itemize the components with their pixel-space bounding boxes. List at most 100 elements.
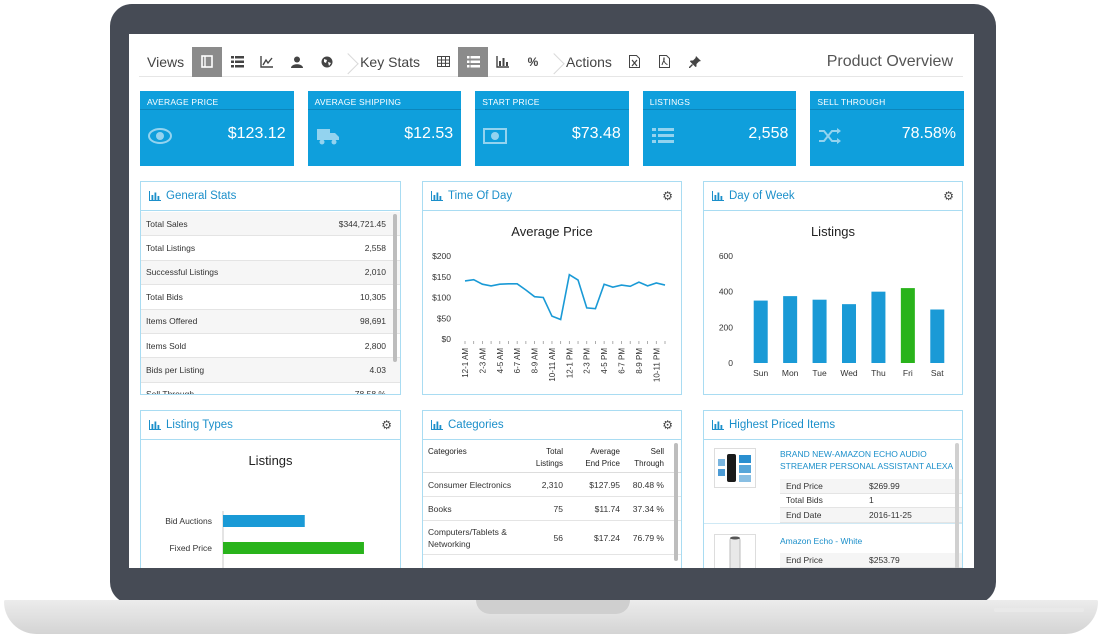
percent-button[interactable]: % bbox=[518, 47, 548, 77]
category-name: Books bbox=[428, 503, 452, 514]
export-excel-button[interactable] bbox=[620, 47, 650, 77]
kpi-value: 2,558 bbox=[748, 125, 789, 142]
line-chart-button[interactable] bbox=[252, 47, 282, 77]
panel-header: Listing Types ⚙ bbox=[141, 411, 400, 440]
categories-panel: Categories ⚙ Categories Total Listings Av… bbox=[422, 410, 682, 568]
kpi-divider bbox=[642, 109, 797, 110]
gear-icon[interactable]: ⚙ bbox=[943, 189, 954, 203]
average-end-price: $11.74 bbox=[594, 503, 620, 514]
toolbar: Views Key Stats % Actions bbox=[139, 46, 963, 77]
pin-button[interactable] bbox=[680, 47, 710, 77]
toolbar-separator bbox=[342, 47, 352, 77]
table-row[interactable]: Items Sold 2,800 bbox=[141, 334, 400, 359]
stat-value: 98,691 bbox=[360, 316, 386, 327]
detail-row: End Date 2016-11-25 bbox=[780, 508, 962, 523]
x-tick-label: Wed bbox=[840, 368, 858, 378]
table-row[interactable]: Items Offered 98,691 bbox=[141, 309, 400, 334]
gear-icon[interactable]: ⚙ bbox=[662, 189, 673, 203]
product-thumbnail[interactable] bbox=[714, 448, 756, 488]
detail-row: End Price $269.99 bbox=[780, 479, 962, 494]
globe-button[interactable] bbox=[312, 47, 342, 77]
product-thumbnail[interactable] bbox=[714, 534, 756, 568]
table-row[interactable]: Sell Through 78.58 % bbox=[141, 383, 400, 394]
stat-label: Total Listings bbox=[146, 243, 196, 254]
money-icon bbox=[483, 128, 508, 144]
bar-tue bbox=[812, 299, 827, 363]
table-row[interactable]: Successful Listings 2,010 bbox=[141, 260, 400, 286]
kpi-label: AVERAGE PRICE bbox=[147, 97, 219, 107]
x-tick-label: 8-9 AM bbox=[531, 348, 540, 374]
table-row[interactable]: Computers/Tablets & Networking 56 $17.24… bbox=[423, 521, 681, 555]
x-tick-label: 6-7 PM bbox=[618, 348, 627, 374]
total-listings: 75 bbox=[553, 503, 563, 514]
scrollbar[interactable] bbox=[955, 443, 959, 568]
panel-title: Time Of Day bbox=[448, 190, 513, 202]
sell-through: 76.79 % bbox=[632, 532, 664, 543]
table-row[interactable]: Total Bids 10,305 bbox=[141, 285, 400, 310]
kpi-card-listings[interactable]: LISTINGS 2,558 bbox=[642, 91, 797, 166]
stat-value: 2,800 bbox=[364, 340, 386, 351]
stats-list-button[interactable] bbox=[458, 46, 489, 77]
x-tick-label: 6-7 AM bbox=[513, 348, 522, 374]
kpi-card-start-price[interactable]: START PRICE $73.48 bbox=[475, 91, 629, 166]
bar-bid-auctions bbox=[223, 515, 305, 527]
stat-label: Total Sales bbox=[146, 218, 188, 229]
x-tick-label: Sat bbox=[931, 368, 944, 378]
category-name: Consumer Electronics bbox=[428, 479, 512, 490]
product-details: End Price $269.99 Total Bids 1 End Date 201… bbox=[780, 479, 962, 523]
scrollbar[interactable] bbox=[393, 214, 397, 362]
table-row[interactable]: Books 75 $11.74 37.34 % bbox=[423, 497, 681, 521]
panel-header: Highest Priced Items bbox=[704, 411, 962, 440]
bar-chart-icon bbox=[149, 420, 161, 430]
kpi-card-average-shipping[interactable]: AVERAGE SHIPPING $12.53 bbox=[307, 91, 462, 166]
kpi-card-sell-through[interactable]: SELL THROUGH 78.58% bbox=[810, 91, 964, 166]
general-stats-table: Total Sales $344,721.45 Total Listings 2,55… bbox=[141, 212, 400, 394]
bar-chart-icon bbox=[431, 420, 443, 430]
key-stats-label: Key Stats bbox=[360, 53, 421, 70]
panel-header: Day of Week ⚙ bbox=[704, 182, 962, 211]
gear-icon[interactable]: ⚙ bbox=[662, 418, 673, 432]
kpi-label: AVERAGE SHIPPING bbox=[314, 97, 402, 107]
table-row[interactable]: Bids per Listing 4.03 bbox=[141, 358, 400, 383]
bar-mon bbox=[783, 296, 798, 363]
table-button[interactable] bbox=[428, 47, 458, 77]
category-name: Computers/Tablets & Networking bbox=[428, 526, 507, 549]
scrollbar[interactable] bbox=[674, 443, 678, 561]
x-tick-label: 2-3 PM bbox=[583, 348, 592, 374]
table-row[interactable]: Total Listings 2,558 bbox=[141, 236, 400, 261]
panel-header: Time Of Day ⚙ bbox=[423, 182, 681, 211]
product-link[interactable]: Amazon Echo - White bbox=[780, 536, 863, 546]
table-row[interactable]: Total Sales $344,721.45 bbox=[141, 212, 400, 237]
panel-header: Categories ⚙ bbox=[423, 411, 681, 440]
export-pdf-button[interactable] bbox=[650, 47, 680, 77]
table-row[interactable]: Consumer Electronics 2,310 $127.95 80.48… bbox=[423, 473, 681, 497]
list-view-icon bbox=[230, 55, 244, 67]
table-icon bbox=[436, 56, 450, 67]
card-view-button[interactable] bbox=[192, 46, 223, 77]
x-tick-label: 12-1 AM bbox=[461, 348, 470, 378]
app-screen: Views Key Stats % Actions bbox=[129, 34, 974, 568]
bar-chart-icon bbox=[149, 191, 161, 201]
list-view-button[interactable] bbox=[222, 47, 252, 77]
list-item: BRAND NEW-AMAZON ECHO AUDIO STREAMER PER… bbox=[704, 441, 962, 524]
product-link[interactable]: BRAND NEW-AMAZON ECHO AUDIO STREAMER PER… bbox=[780, 449, 954, 471]
product-details: End Price $253.79 bbox=[780, 553, 962, 568]
stat-label: Total Bids bbox=[146, 291, 183, 302]
day-of-week-chart: Listings 0 200 400 600 Sun Mon Tue Wed Thu Fri Sat bbox=[704, 212, 962, 394]
stat-value: $344,721.45 bbox=[338, 218, 386, 229]
gear-icon[interactable]: ⚙ bbox=[381, 418, 392, 432]
laptop-pad bbox=[994, 608, 1084, 612]
percent-icon: % bbox=[527, 54, 539, 69]
user-button[interactable] bbox=[282, 47, 312, 77]
bar-chart-button[interactable] bbox=[488, 47, 518, 77]
kpi-card-average-price[interactable]: AVERAGE PRICE $123.12 bbox=[140, 91, 294, 166]
column-header: Sell Through bbox=[634, 447, 664, 468]
x-tick-label: 10-11 AM bbox=[548, 348, 557, 382]
categories-table: Categories Total Listings Average End Pric… bbox=[423, 441, 681, 568]
echo-speaker-icon bbox=[718, 454, 751, 482]
y-tick-label: Fixed Price bbox=[169, 543, 212, 553]
x-tick-label: Thu bbox=[871, 368, 886, 378]
average-end-price: $17.24 bbox=[594, 532, 620, 543]
day-of-week-panel: Day of Week ⚙ Listings 0 200 400 600 Sun Mon T… bbox=[703, 181, 963, 395]
